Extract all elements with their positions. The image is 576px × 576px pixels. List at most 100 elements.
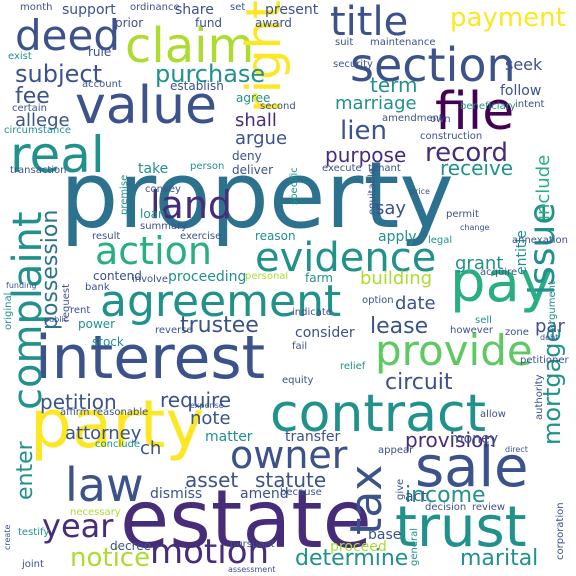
word-interest: interest [35,323,266,393]
word-fail: fail [292,341,308,352]
word-circumstance: circumstance [4,125,71,136]
word-receive: receive [440,156,514,180]
word-person: person [190,161,225,172]
word-present: present [265,2,319,18]
word-owner: owner [230,433,348,477]
word-title: title [330,0,409,45]
word-account: account [82,79,122,90]
word-attorney: attorney [65,423,142,444]
word-possession: possession [38,209,63,330]
word-money: money [450,431,498,447]
word-set: set [230,2,246,13]
word-indicate: indicate [292,307,332,318]
word-motion: motion [150,532,270,572]
word-intent: intent [515,99,545,110]
word-debt: debt [540,333,559,342]
word-establish: establish [170,79,224,93]
word-allow: allow [480,409,506,420]
word-trustee: trustee [180,313,259,338]
word-exercise: exercise [180,231,222,242]
word-month: month [20,2,53,13]
word-amend: amend [240,486,289,502]
word-direct: direct [505,445,528,454]
word-follow: follow [500,83,542,99]
word-purpose: purpose [325,143,407,167]
word-building: building [360,268,433,289]
word-subject: subject [15,60,102,88]
word-fund: fund [195,16,223,30]
word-pursuant: pursuant [230,539,275,550]
word-loan: loan [140,207,166,221]
word-marital: marital [460,546,539,571]
word-file: file [435,82,515,142]
word-evidence: evidence [255,235,437,281]
word-involve: involve [132,274,169,285]
word-equity: equity [282,375,314,386]
word-specific: specific [289,167,300,205]
word-section: section [350,38,516,92]
word-asset: asset [185,468,239,492]
word-circuit: circuit [385,370,453,395]
word-require: require [160,388,232,412]
word-award: award [255,16,292,30]
word-agreement: agreement [100,276,342,327]
word-create: create [3,524,12,550]
word-reverse: reverse [155,325,193,336]
word-allege: allege [15,110,70,131]
word-seek: seek [505,55,543,74]
word-premise: premise [119,174,130,215]
word-marriage: marriage [335,93,417,114]
word-reason: reason [255,229,296,243]
word-general: general [409,527,420,566]
word-necessary: necessary [70,507,121,518]
word-decision: decision [425,502,467,513]
word-trust: trust [395,495,527,560]
word-own: own [430,114,451,125]
word-payment: payment [450,3,566,33]
word-land: land [150,183,233,227]
word-deliver: deliver [232,163,274,177]
word-appear: appear [378,445,414,456]
word-contend: contend [93,269,142,283]
word-deed: deed [15,11,120,60]
word-agree: agree [236,91,271,105]
word-say: say [375,198,407,219]
word-affirm: affirm [60,407,90,418]
word-expense: expense [190,401,224,410]
word-argue: argue [235,128,288,149]
word-amendment: amendment [382,113,443,124]
word-argument: argument [547,281,558,330]
word-suit: suit [335,37,354,48]
word-take: take [138,161,169,177]
word-summary: summary [140,221,188,232]
word-dismiss: dismiss [150,486,203,502]
word-share: share [175,2,214,18]
word-result: result [92,231,121,242]
word-acquire: acquire [480,267,518,278]
word-personal: personal [245,271,289,282]
word-execute: execute [322,163,362,174]
word-term: term [370,73,418,97]
word-farm: farm [305,271,333,285]
word-authority: authority [534,374,545,420]
word-original: original [3,292,14,330]
word-maintenance: maintenance [370,37,436,48]
word-option: option [362,295,394,306]
word-shall: shall [235,110,277,131]
word-bank: bank [85,282,110,293]
word-income: income [405,483,486,508]
word-rule: rule [88,45,112,59]
word-transfer: transfer [285,429,341,445]
word-security: security [333,59,373,70]
word-proceed: proceed [330,539,387,555]
word-change: change [460,223,490,232]
word-date: date [395,293,436,314]
word-give: give [395,478,406,500]
word-ch: ch [140,438,162,459]
word-statute: statute [255,468,327,492]
word-provide: provide [375,326,533,375]
word-however: however [450,325,493,336]
word-proceeding: proceeding [168,269,247,285]
word-because: because [280,487,322,498]
word-provision: provision [405,428,496,452]
